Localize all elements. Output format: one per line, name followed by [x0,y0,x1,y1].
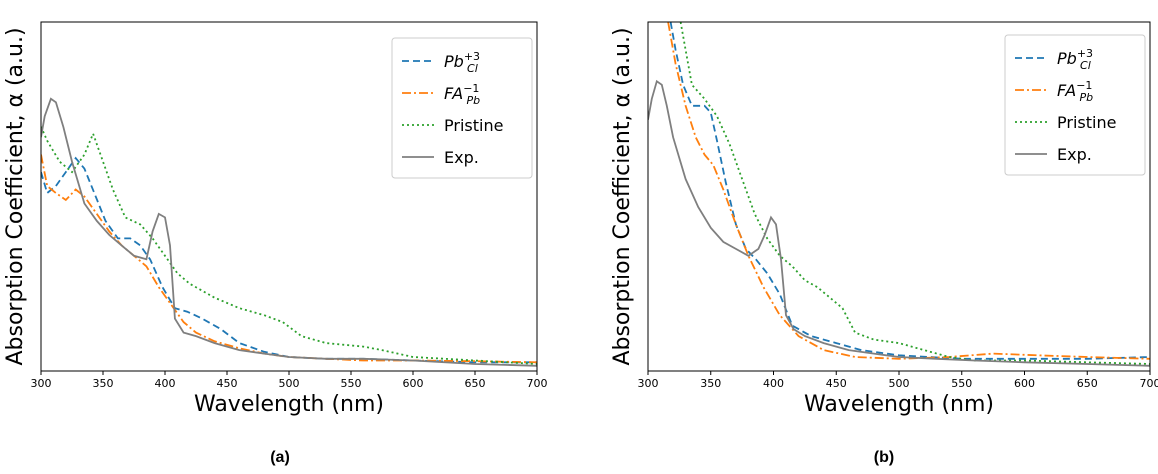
legend-box [1004,34,1146,176]
x-axis-label: Wavelength (nm) [804,392,994,417]
x-tick-label: 700 [527,377,548,390]
legend-box [391,37,533,179]
series-line-exp [648,79,1150,367]
legend-label: Exp. [444,148,479,167]
series-group [648,22,1150,367]
series-line-pb [41,156,537,364]
x-axis-label: Wavelength (nm) [194,392,384,417]
x-tick-label: 400 [155,377,176,390]
legend-label: Pristine [1057,113,1116,132]
x-tick-label: 650 [1077,377,1098,390]
series-line-exp [41,97,537,367]
series-line-pb [669,22,1150,360]
y-axis-label: Absorption Coefficient, α (a.u.) [3,27,28,365]
series-line-pristine [41,126,537,365]
legend-label: Pristine [444,116,503,135]
x-tick-label: 650 [465,377,486,390]
legend-label: Pb+3 Cl [444,50,480,75]
x-tick-label: 300 [638,377,659,390]
series-group [41,97,537,367]
x-tick-label: 350 [700,377,721,390]
x-tick-label: 350 [93,377,114,390]
x-tick-label: 400 [763,377,784,390]
chart-panel-a: 300 350 400 450 500 550 600 650 700 Wavelength (n… [3,21,548,466]
x-tick-label: 700 [1140,377,1158,390]
x-tick-label: 550 [341,377,362,390]
series-line-fa [41,154,537,364]
x-tick-label: 450 [217,377,238,390]
x-tick-label: 300 [31,377,52,390]
panel-label: (a) [270,449,290,466]
legend-label: Pb+3 Cl [1057,47,1093,72]
x-tick-label: 450 [826,377,847,390]
x-tick-label: 600 [1014,377,1035,390]
y-axis-label: Absorption Coefficient, α (a.u.) [610,27,635,365]
x-tick-label: 500 [279,377,300,390]
x-tick-label: 500 [889,377,910,390]
panel-label: (b) [874,449,894,466]
legend-label: Exp. [1057,145,1092,164]
series-line-fa [667,22,1150,360]
x-tick-label: 600 [403,377,424,390]
legend-label: FA−1 Pb [444,82,480,107]
chart-panel-b: 300 350 400 450 500 550 600 650 700 Wavelength (n… [610,21,1158,466]
x-tick-label: 550 [951,377,972,390]
legend-label: FA−1 Pb [1057,79,1093,104]
series-line-pristine [679,22,1150,365]
